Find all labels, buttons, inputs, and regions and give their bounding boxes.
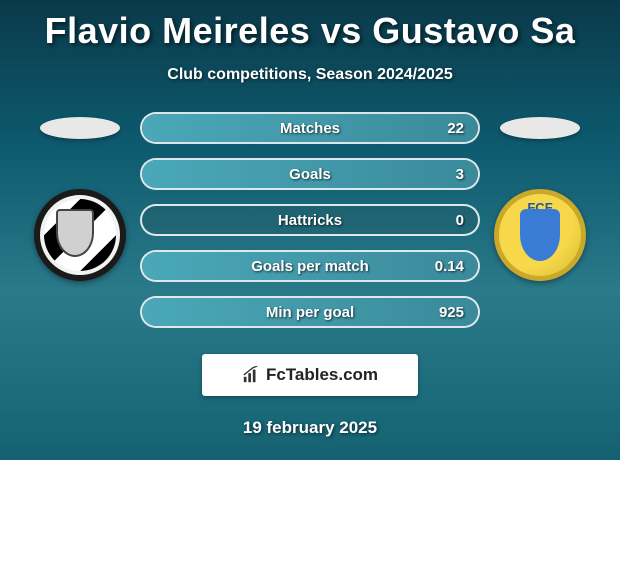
left-ellipse <box>40 117 120 139</box>
stat-row-matches: Matches 22 <box>140 112 480 144</box>
stat-value: 3 <box>456 166 464 183</box>
stat-label: Goals per match <box>251 258 369 275</box>
stat-value: 0.14 <box>435 258 464 275</box>
stat-label: Matches <box>280 120 340 137</box>
right-side: FCF <box>480 112 600 281</box>
brand-box: FcTables.com <box>202 354 418 396</box>
crest-shield-icon <box>520 209 560 261</box>
stat-value: 0 <box>456 212 464 229</box>
stats-area: Matches 22 Goals 3 Hattricks 0 Goals per… <box>0 112 620 328</box>
left-side <box>20 112 140 281</box>
left-team-crest <box>34 189 126 281</box>
stats-list: Matches 22 Goals 3 Hattricks 0 Goals per… <box>140 112 480 328</box>
stat-label: Goals <box>289 166 331 183</box>
stat-label: Min per goal <box>266 304 354 321</box>
brand-label: FcTables.com <box>266 365 378 385</box>
stat-row-goals: Goals 3 <box>140 158 480 190</box>
stat-row-goals-per-match: Goals per match 0.14 <box>140 250 480 282</box>
stat-row-hattricks: Hattricks 0 <box>140 204 480 236</box>
bottom-whitespace <box>0 460 620 580</box>
stat-value: 925 <box>439 304 464 321</box>
stat-value: 22 <box>447 120 464 137</box>
date-label: 19 february 2025 <box>243 418 377 438</box>
stat-label: Hattricks <box>278 212 342 229</box>
right-ellipse <box>500 117 580 139</box>
page-title: Flavio Meireles vs Gustavo Sa <box>45 10 576 52</box>
stat-row-min-per-goal: Min per goal 925 <box>140 296 480 328</box>
content-container: Flavio Meireles vs Gustavo Sa Club compe… <box>0 0 620 460</box>
right-team-crest: FCF <box>494 189 586 281</box>
page-subtitle: Club competitions, Season 2024/2025 <box>167 66 452 84</box>
chart-icon <box>242 366 260 384</box>
